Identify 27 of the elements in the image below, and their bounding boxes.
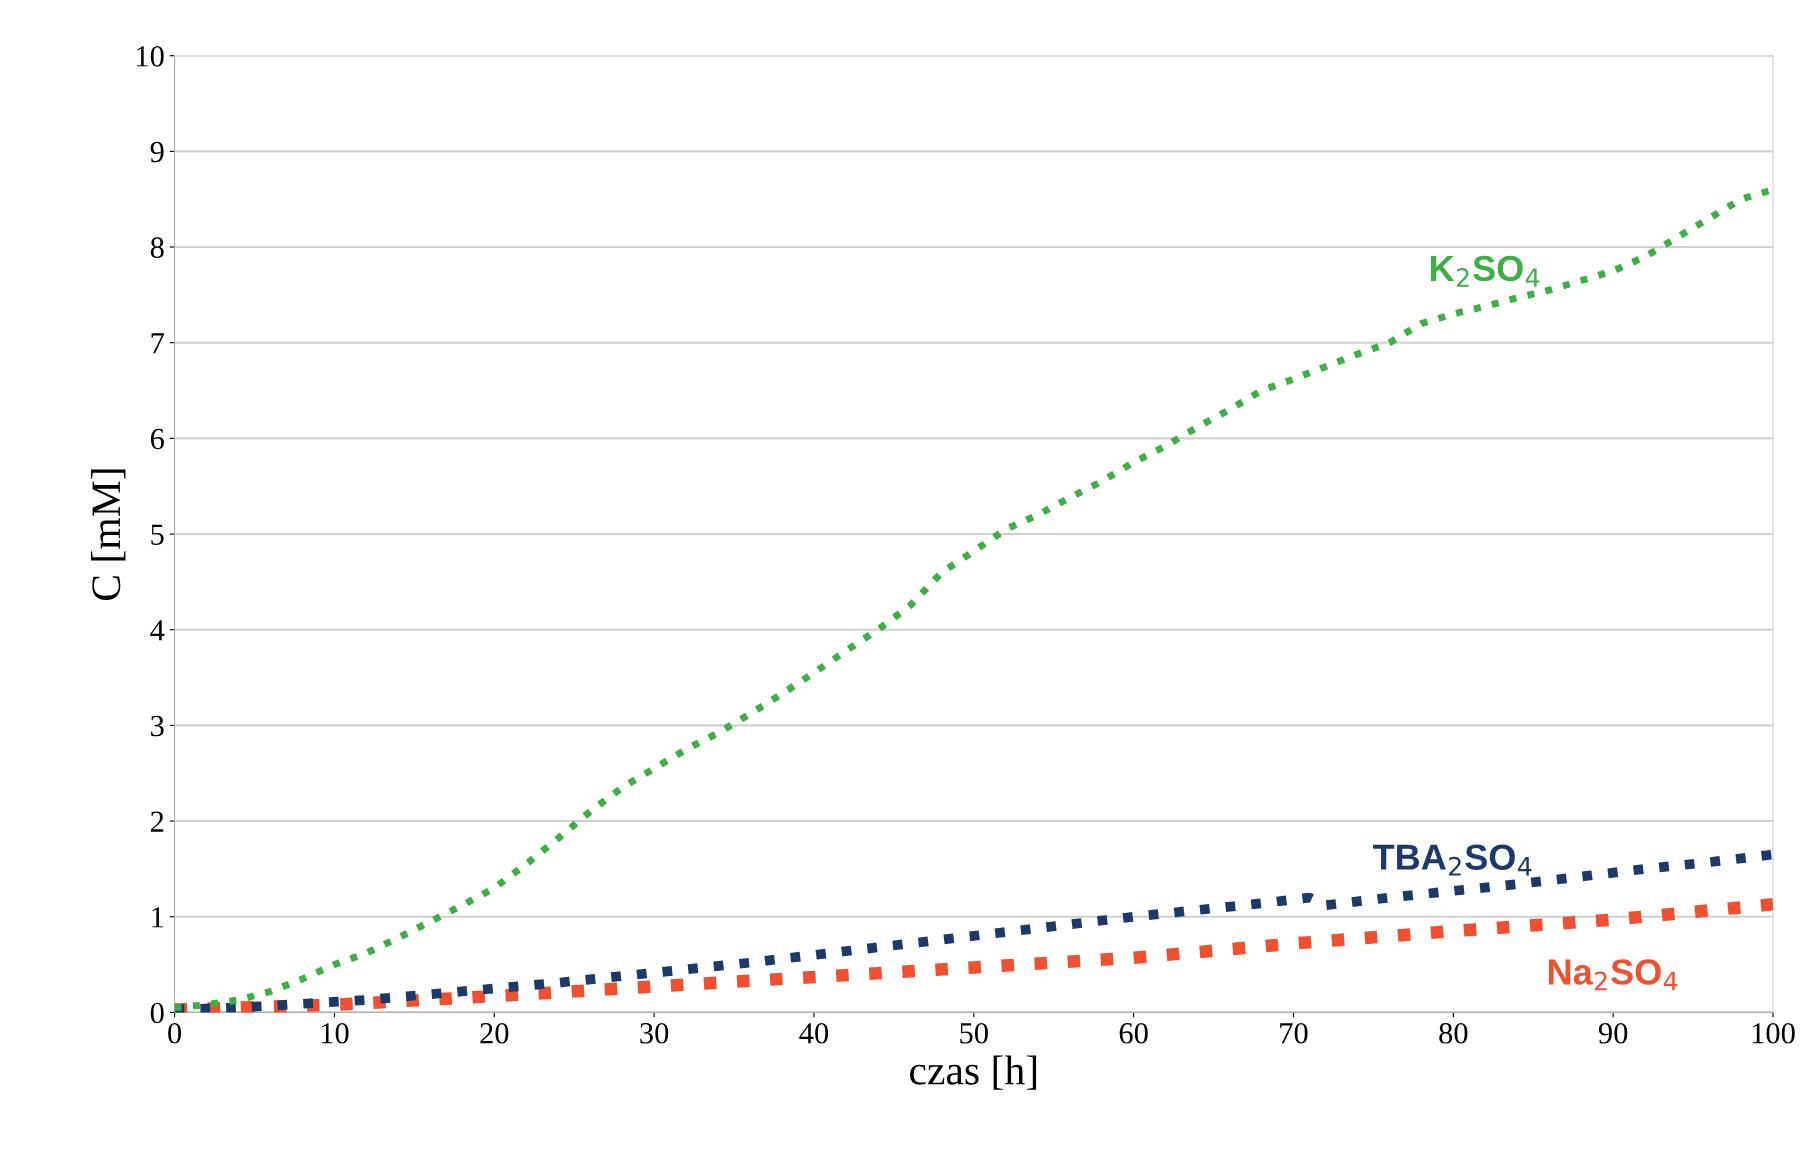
x-tick-label: 100	[1752, 1023, 1795, 1044]
x-tick-label: 40	[799, 1023, 829, 1044]
series-label: TBA$_{2}$SO$_{4}$	[1373, 844, 1532, 876]
y-tick-label: 8	[150, 237, 164, 258]
y-tick-label: 0	[150, 1002, 164, 1024]
y-tick-label: 9	[150, 141, 164, 163]
x-tick-label: 80	[1439, 1023, 1468, 1044]
x-tick-label: 30	[640, 1023, 669, 1044]
y-tick-label: 7	[151, 333, 164, 354]
x-axis-title: czas [h]	[910, 1055, 1037, 1090]
y-tick-label: 5	[151, 524, 164, 545]
y-tick-label: 1	[152, 907, 164, 928]
y-tick-label: 4	[150, 620, 165, 641]
x-tick-label: 70	[1280, 1023, 1308, 1044]
x-tick-label: 20	[480, 1023, 509, 1044]
x-tick-label: 60	[1119, 1023, 1148, 1044]
y-tick-label: 2	[150, 811, 164, 832]
x-tick-label: 90	[1598, 1023, 1628, 1044]
series-label: K$_{2}$SO$_{4}$	[1431, 255, 1540, 287]
x-tick-label: 10	[321, 1023, 349, 1044]
x-tick-label: 50	[960, 1023, 988, 1044]
x-tick-label: 0	[168, 1023, 182, 1044]
y-axis-title: C [mM]	[90, 469, 126, 601]
y-tick-label: 6	[150, 428, 164, 450]
y-tick-label: 3	[151, 715, 164, 737]
series-label: Na$_{2}$SO$_{4}$	[1548, 959, 1678, 991]
y-tick-label: 10	[137, 46, 164, 67]
